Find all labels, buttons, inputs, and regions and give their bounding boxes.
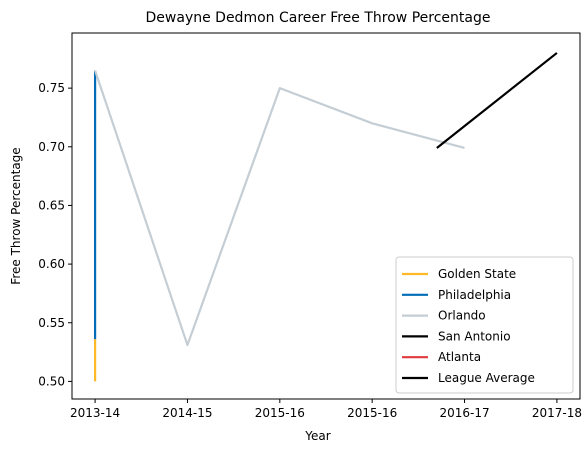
legend-label-1: Philadelphia (438, 288, 511, 302)
y-tick-label: 0.50 (38, 374, 65, 388)
x-tick-label: 2015-16 (347, 406, 397, 420)
y-tick-label: 0.70 (38, 140, 65, 154)
legend-label-2: Orlando (438, 309, 486, 323)
y-axis-label: Free Throw Percentage (9, 147, 23, 284)
series-line-3 (437, 53, 557, 148)
x-tick-label: 2017-18 (532, 406, 582, 420)
y-tick-label: 0.60 (38, 257, 65, 271)
legend: Golden State Philadelphia Orlando San Anton… (396, 257, 573, 393)
x-axis-ticks: 2013-14 2014-15 2015-16 2015-16 2016-17 2017-… (70, 399, 582, 420)
y-tick-label: 0.75 (38, 81, 65, 95)
legend-label-5: League Average (438, 371, 535, 385)
x-axis-label: Year (304, 429, 330, 443)
legend-label-4: Atlanta (438, 350, 481, 364)
y-tick-label: 0.65 (38, 198, 65, 212)
x-tick-label: 2014-15 (162, 406, 212, 420)
x-tick-label: 2013-14 (70, 406, 120, 420)
x-tick-label: 2015-16 (255, 406, 305, 420)
x-tick-label: 2016-17 (439, 406, 489, 420)
y-axis-ticks: 0.50 0.55 0.60 0.65 0.70 0.75 (38, 81, 72, 388)
chart-title: Dewayne Dedmon Career Free Throw Percent… (146, 10, 491, 26)
legend-label-3: San Antonio (438, 329, 511, 343)
legend-label-0: Golden State (438, 267, 516, 281)
y-tick-label: 0.55 (38, 316, 65, 330)
